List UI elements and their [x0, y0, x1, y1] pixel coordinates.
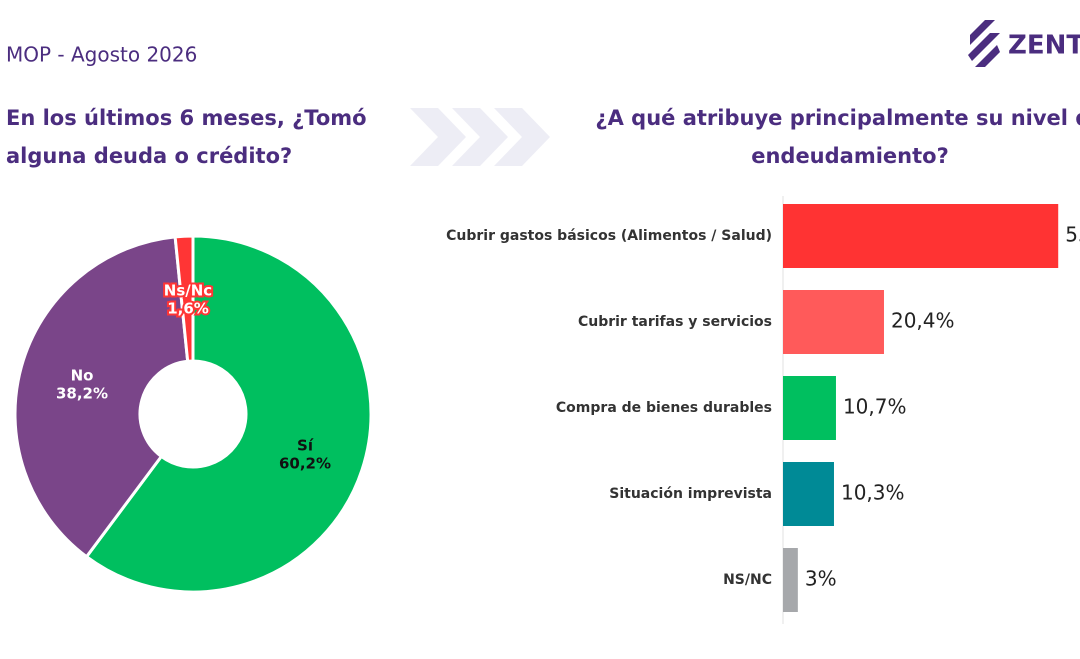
value-label: 10,3% — [841, 481, 905, 505]
bar — [783, 462, 834, 526]
chart-title: endeudamiento? — [751, 144, 949, 168]
pie-slice — [84, 234, 373, 594]
value-label: 10,7% — [843, 395, 907, 419]
slice-value: 60,2% — [279, 455, 331, 473]
category-label: Cubrir tarifas y servicios — [578, 314, 772, 330]
category-label: Cubrir gastos básicos (Alimentos / Salud… — [446, 228, 772, 244]
chart-title: En los últimos 6 meses, ¿Tomó — [6, 106, 367, 130]
bar — [783, 548, 798, 612]
logo-icon — [968, 20, 1000, 67]
bar — [783, 204, 1059, 268]
slice-value: 38,2% — [56, 385, 108, 403]
pie-slice — [173, 234, 195, 363]
slice-label: Ns/Nc — [164, 282, 212, 300]
value-label: 55,6% — [1065, 223, 1080, 247]
chart-title: ¿A qué atribuye principalmente su nivel … — [595, 106, 1080, 130]
value-label: 20,4% — [891, 309, 955, 333]
logo-text: ZENT — [1008, 31, 1080, 61]
bar — [783, 376, 836, 440]
subtitle: MOP - Agosto 2026 — [6, 43, 197, 67]
chart-title: alguna deuda o crédito? — [6, 144, 292, 168]
bar — [783, 290, 884, 354]
category-label: Compra de bienes durables — [556, 400, 772, 416]
slice-value: 1,6% — [167, 300, 209, 318]
category-label: NS/NC — [723, 572, 772, 588]
slice-label: Sí — [297, 437, 314, 455]
value-label: 3% — [805, 567, 837, 591]
pie-slice — [13, 235, 190, 559]
slice-label: No — [71, 367, 94, 385]
chevrons — [410, 108, 550, 166]
category-label: Situación imprevista — [609, 486, 772, 502]
